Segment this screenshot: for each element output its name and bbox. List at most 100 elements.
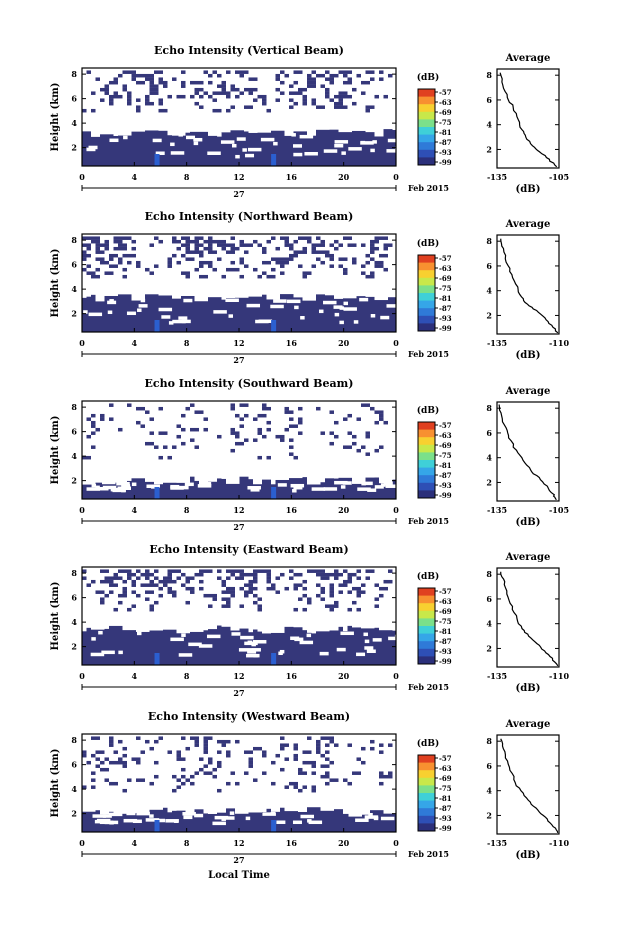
echo-patch [176, 246, 181, 251]
colorbar-tick-label: -93 [439, 148, 452, 157]
profile-title: Average [505, 53, 551, 64]
x-tick-label: 12 [233, 172, 244, 182]
echo-patch [199, 586, 204, 591]
echo-patch [127, 572, 132, 577]
colorbar-tick-label: -99 [439, 158, 452, 167]
echo-patch [293, 753, 298, 758]
echo-layer [185, 814, 195, 832]
echo-patch [140, 406, 145, 411]
echo-patch [172, 579, 177, 584]
x-tick-label: 12 [233, 338, 244, 348]
echo-patch [356, 757, 361, 761]
profile-y-tick-label: 8 [486, 569, 492, 579]
echo-patch [334, 73, 339, 78]
echo-patch [248, 757, 253, 761]
echo-patch [365, 260, 370, 265]
echo-patch [221, 739, 226, 744]
echo-patch [91, 736, 96, 740]
echo-patch [298, 788, 303, 793]
colorbar-tick-label: -69 [439, 441, 452, 450]
colorbar-tick-label: -81 [439, 461, 452, 470]
echo-patch [122, 579, 127, 584]
echo-patch [199, 274, 204, 279]
echo-gap [340, 485, 346, 489]
echo-patch [302, 607, 307, 612]
echo-patch [127, 778, 132, 782]
echo-patch [149, 84, 154, 88]
echo-gap [366, 649, 376, 653]
echo-patch [302, 593, 307, 598]
echo-gap [186, 135, 196, 140]
echo-patch [208, 264, 213, 268]
echo-patch [154, 264, 159, 268]
echo-patch [266, 274, 271, 279]
echo-gap [235, 154, 240, 159]
echo-patch [226, 70, 231, 74]
echo-patch [266, 579, 271, 584]
echo-patch [136, 80, 141, 85]
echo-patch [379, 750, 384, 754]
echo-patch [95, 750, 100, 754]
echo-patch [100, 257, 105, 261]
echo-patch [118, 757, 123, 761]
echo-patch [280, 438, 285, 442]
echo-patch [113, 80, 118, 85]
echo-gap [181, 633, 186, 637]
echo-patch [136, 420, 141, 425]
y-tick-label: 8 [71, 402, 77, 412]
echo-patch [289, 84, 294, 88]
profile-y-tick-label: 6 [486, 428, 492, 438]
colorbar-tick-label: -81 [439, 294, 452, 303]
echo-patch [383, 579, 388, 584]
echo-patch [104, 593, 109, 598]
colorbar-frame [417, 587, 436, 665]
echo-gap [359, 297, 369, 302]
echo-patch [320, 576, 325, 580]
echo-patch [208, 771, 213, 775]
echo-gap [99, 820, 114, 825]
echo-patch [275, 257, 280, 261]
echo-patch [293, 101, 298, 106]
echo-patch [181, 271, 186, 275]
echo-patch [154, 583, 159, 587]
echo-patch [86, 264, 91, 268]
echo-patch [280, 260, 285, 265]
echo-patch [136, 108, 141, 113]
echo-patch [257, 597, 262, 601]
echo-gap [299, 640, 314, 645]
colorbar-tick-label: -87 [439, 804, 452, 813]
echo-patch [104, 91, 109, 95]
echo-patch [356, 590, 361, 594]
echo-patch [109, 760, 114, 765]
echo-patch [226, 267, 231, 272]
echo-patch [203, 743, 208, 747]
echo-patch [163, 431, 168, 435]
echo-layer [293, 297, 303, 332]
echo-gap [90, 652, 105, 657]
echo-patch [284, 236, 289, 240]
echo-patch [127, 94, 132, 99]
echo-patch [149, 431, 154, 435]
echo-patch [374, 597, 379, 601]
echo-layer [302, 477, 307, 499]
echo-patch [244, 771, 249, 775]
echo-gap [91, 483, 97, 488]
echo-gap [228, 314, 233, 318]
echo-layer [172, 298, 181, 332]
echo-gap [290, 483, 305, 488]
echo-patch [122, 84, 127, 88]
echo-patch [320, 764, 325, 768]
echo-patch [181, 757, 186, 761]
echo-patch [320, 84, 325, 88]
x-tick-label: 8 [184, 505, 190, 515]
profile-line [500, 738, 559, 833]
echo-patch [95, 257, 100, 261]
echo-patch [217, 760, 222, 765]
echo-patch [383, 586, 388, 591]
echo-layer [280, 294, 294, 332]
echo-patch [370, 274, 375, 279]
echo-patch [167, 260, 172, 265]
echo-patch [127, 253, 132, 258]
echo-patch [266, 455, 271, 460]
echo-patch [167, 590, 172, 594]
